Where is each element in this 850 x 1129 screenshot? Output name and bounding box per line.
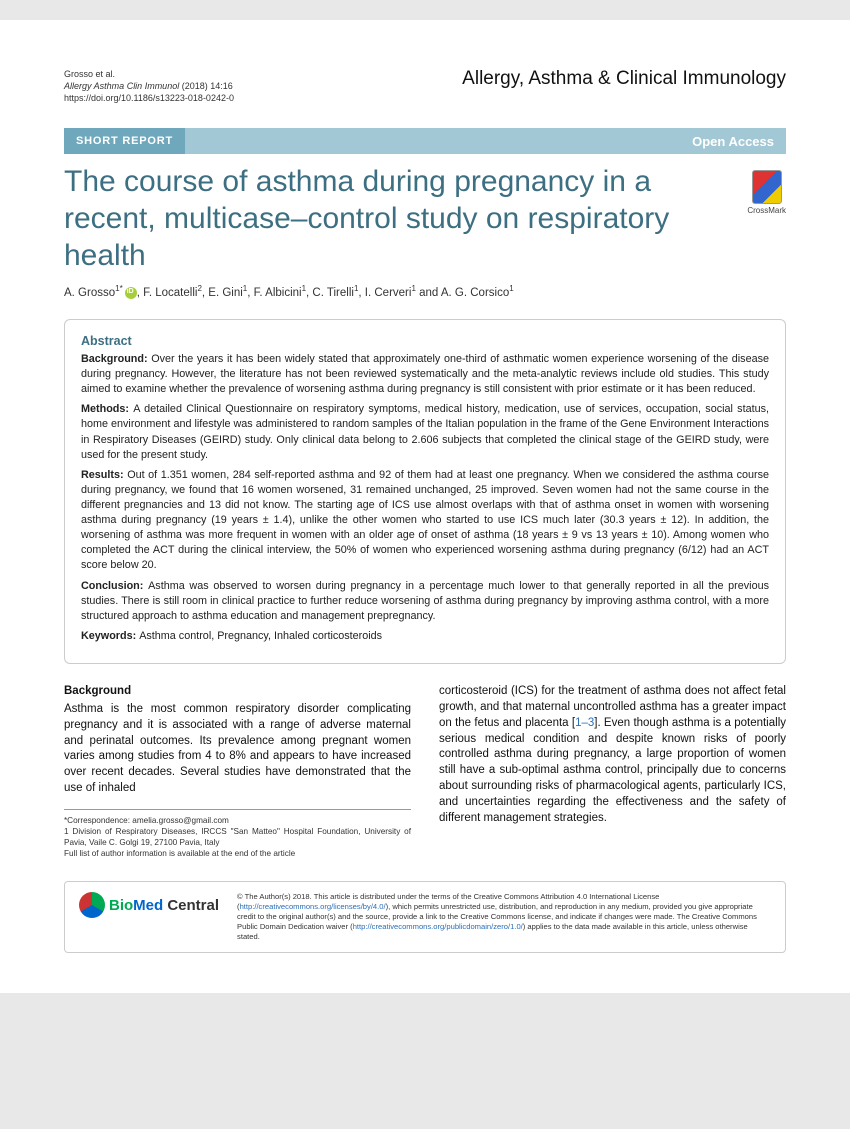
column-left: Background Asthma is the most common res… xyxy=(64,684,411,859)
license-link-1[interactable]: http://creativecommons.org/licenses/by/4… xyxy=(240,902,386,911)
crossmark-badge[interactable]: CrossMark xyxy=(747,170,786,215)
crossmark-icon xyxy=(752,170,782,204)
license-footer: BioMed Central © The Author(s) 2018. Thi… xyxy=(64,881,786,952)
journal-name: Allergy, Asthma & Clinical Immunology xyxy=(462,68,786,90)
license-text: © The Author(s) 2018. This article is di… xyxy=(237,892,771,941)
cite-authors: Grosso et al. xyxy=(64,69,115,79)
cite-doi: https://doi.org/10.1186/s13223-018-0242-… xyxy=(64,93,234,103)
body-text-1: Asthma is the most common respiratory di… xyxy=(64,703,411,794)
correspondence-block: *Correspondence: amelia.grosso@gmail.com… xyxy=(64,809,411,859)
abstract-results: Results: Out of 1.351 women, 284 self-re… xyxy=(81,468,769,574)
abstract-heading: Abstract xyxy=(81,334,769,348)
title-row: The course of asthma during pregnancy in… xyxy=(64,164,786,274)
article-type-bar: SHORT REPORT Open Access xyxy=(64,128,786,154)
abstract-conclusion: Conclusion: Asthma was observed to worse… xyxy=(81,579,769,624)
corr-note: Full list of author information is avail… xyxy=(64,848,411,859)
open-access-label: Open Access xyxy=(692,134,786,149)
abstract-keywords: Keywords: Asthma control, Pregnancy, Inh… xyxy=(81,629,769,644)
header-row: Grosso et al. Allergy Asthma Clin Immuno… xyxy=(64,68,786,104)
column-right: corticosteroid (ICS) for the treatment o… xyxy=(439,684,786,859)
citation-block: Grosso et al. Allergy Asthma Clin Immuno… xyxy=(64,68,234,104)
body-text-2b: ]. Even though asthma is a potentially s… xyxy=(439,717,786,824)
abstract-background: Background: Over the years it has been w… xyxy=(81,352,769,397)
bmc-icon xyxy=(79,892,105,918)
corr-affiliation: 1 Division of Respiratory Diseases, IRCC… xyxy=(64,826,411,848)
page: Grosso et al. Allergy Asthma Clin Immuno… xyxy=(0,20,850,993)
abstract-methods: Methods: A detailed Clinical Questionnai… xyxy=(81,402,769,462)
cite-journal: Allergy Asthma Clin Immunol xyxy=(64,81,179,91)
bmc-text: BioMed Central xyxy=(109,897,219,914)
biomed-central-logo: BioMed Central xyxy=(79,892,219,918)
background-heading: Background xyxy=(64,684,411,700)
crossmark-label: CrossMark xyxy=(747,206,786,215)
article-type-label: SHORT REPORT xyxy=(64,128,185,154)
body-columns: Background Asthma is the most common res… xyxy=(64,684,786,859)
citation-link[interactable]: 1–3 xyxy=(575,717,594,729)
article-title: The course of asthma during pregnancy in… xyxy=(64,164,731,274)
license-link-2[interactable]: http://creativecommons.org/publicdomain/… xyxy=(353,922,523,931)
abstract-box: Abstract Background: Over the years it h… xyxy=(64,319,786,664)
cite-year: (2018) 14:16 xyxy=(182,81,233,91)
authors-line: A. Grosso1*, F. Locatelli2, E. Gini1, F.… xyxy=(64,284,786,299)
corr-email: *Correspondence: amelia.grosso@gmail.com xyxy=(64,815,411,826)
